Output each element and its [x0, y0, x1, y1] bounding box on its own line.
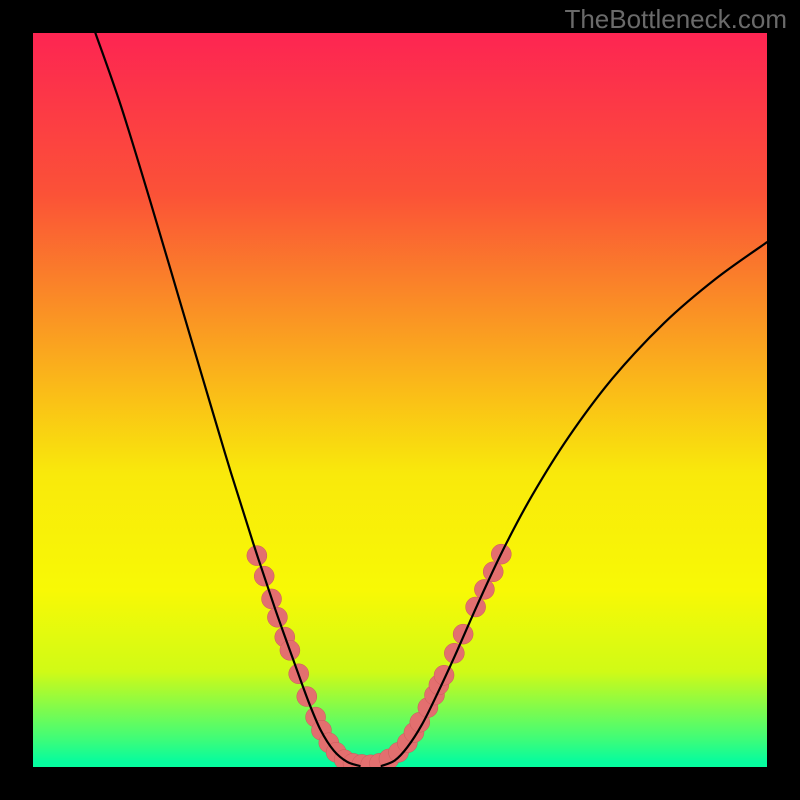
marker-right	[434, 665, 454, 685]
chart-svg-overlay	[0, 0, 800, 800]
marker-right	[453, 624, 473, 644]
chart-stage: TheBottleneck.com	[0, 0, 800, 800]
curve-left	[95, 33, 359, 766]
watermark-text: TheBottleneck.com	[564, 4, 787, 35]
curve-right	[382, 242, 767, 766]
marker-right	[444, 643, 464, 663]
